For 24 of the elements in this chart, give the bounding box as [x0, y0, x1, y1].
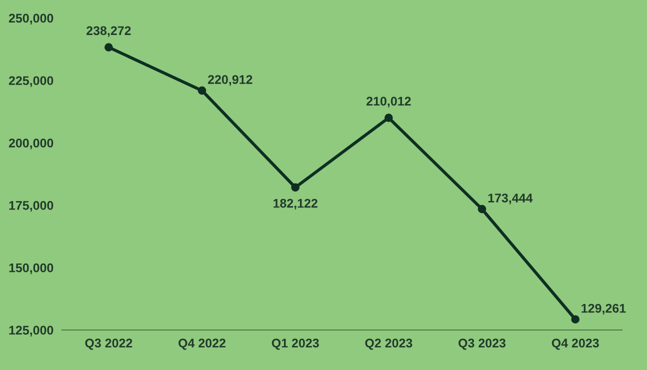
- point: [198, 86, 206, 95]
- y-tick-label: 125,000: [9, 326, 54, 336]
- data-label: 220,912: [208, 75, 252, 86]
- data-label: 173,444: [488, 194, 533, 204]
- x-tick-label: Q4 2023: [552, 338, 599, 350]
- point: [291, 183, 300, 192]
- point: [104, 43, 113, 52]
- x-tick-label: Q1 2023: [272, 338, 319, 350]
- data-label: 238,272: [86, 26, 131, 37]
- x-tick-label: Q3 2022: [85, 338, 132, 350]
- y-tick-label: 175,000: [9, 201, 54, 212]
- x-tick-label: Q2 2023: [365, 338, 412, 350]
- x-tick-label: Q4 2022: [178, 338, 226, 350]
- y-tick-label: 225,000: [8, 76, 54, 87]
- y-tick-label: 150,000: [9, 263, 54, 274]
- y-tick-label: 250,000: [8, 14, 54, 24]
- point: [384, 114, 393, 122]
- y-tick-label: 200,000: [8, 138, 54, 150]
- x-tick-label: Q3 2023: [458, 338, 506, 350]
- point: [478, 204, 486, 214]
- data-label: 182,122: [274, 198, 318, 210]
- data-label: 210,012: [366, 96, 411, 108]
- point: [571, 315, 580, 324]
- data-label: 129,261: [582, 304, 626, 315]
